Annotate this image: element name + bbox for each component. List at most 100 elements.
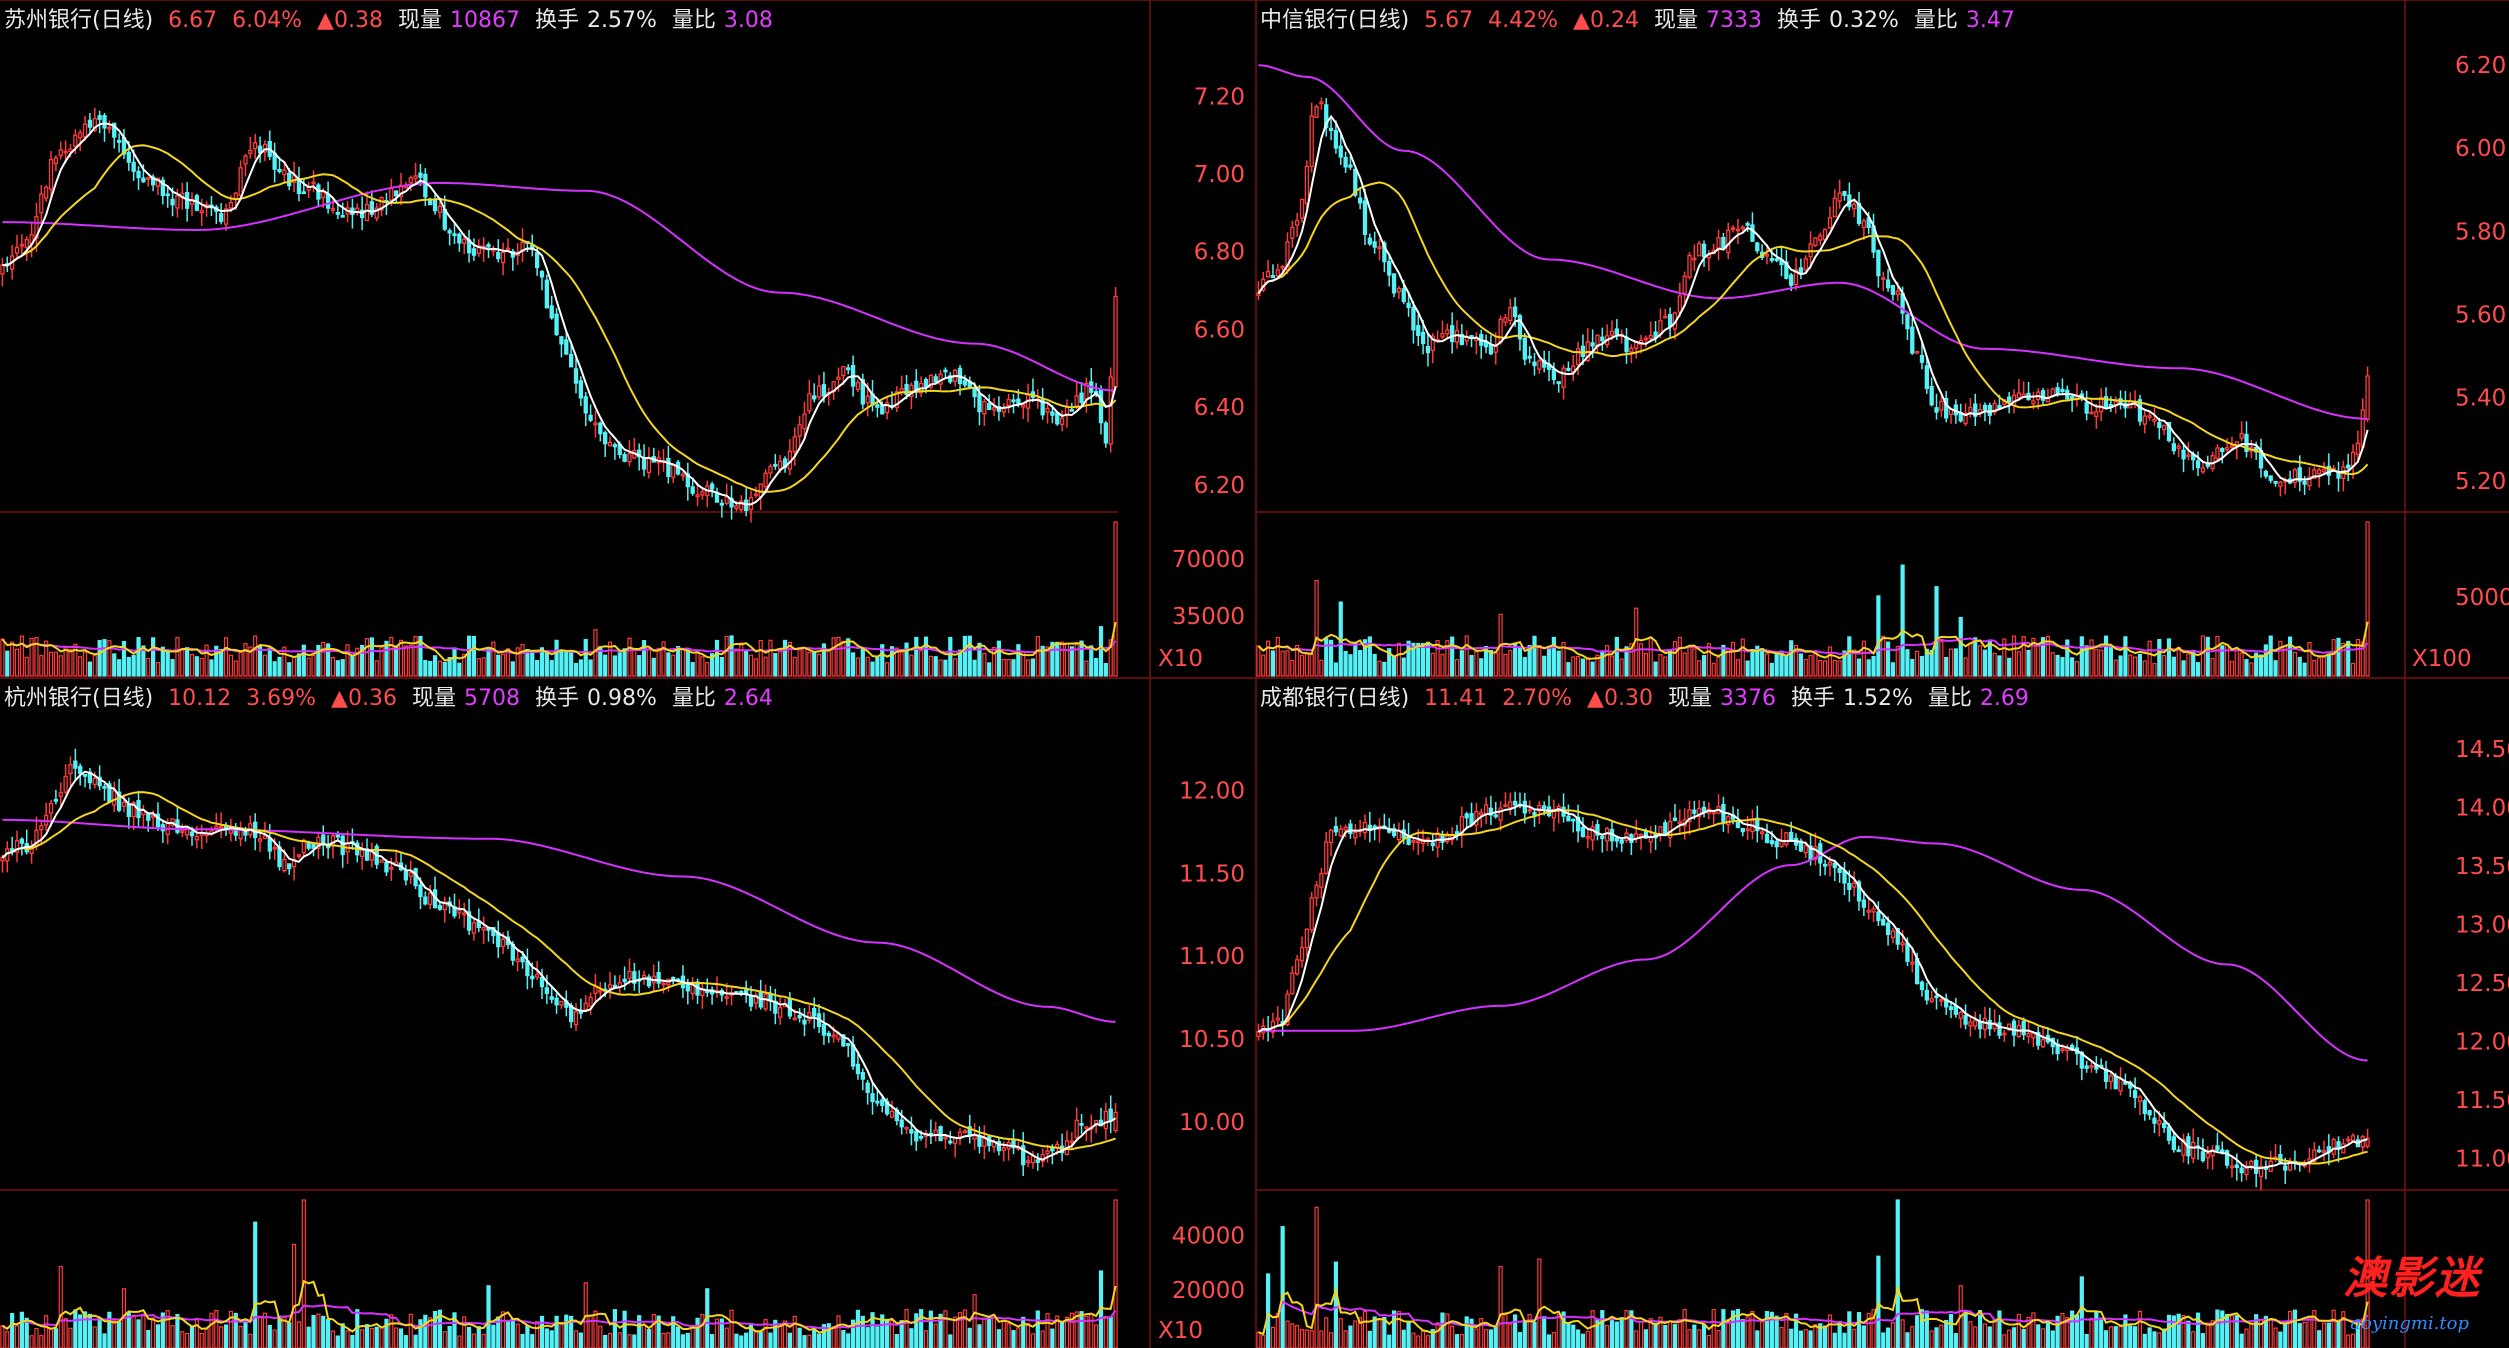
volume-bar <box>1871 655 1876 677</box>
ratio-value: 2.64 <box>723 686 773 711</box>
price-tick-label-right: 14.00 <box>2455 795 2509 821</box>
candle-body <box>325 193 331 209</box>
volume-bar <box>2099 1317 2104 1348</box>
volume-bar <box>2312 659 2317 677</box>
volume-bar <box>2128 1325 2133 1348</box>
volume-bar <box>1016 644 1021 677</box>
candle-body <box>598 422 603 435</box>
candle-body <box>389 187 394 201</box>
volume-bar <box>1011 659 1016 677</box>
volume-bar <box>1314 579 1319 677</box>
candle-body <box>2273 480 2278 484</box>
candle-body <box>812 1007 817 1017</box>
volume-bar <box>1706 1334 1711 1348</box>
volume-bar <box>2195 662 2201 677</box>
candle-body <box>1813 846 1818 860</box>
volume-label: 现量 <box>1653 8 1698 33</box>
candle-body <box>1789 831 1794 842</box>
volume-bar <box>78 1314 83 1348</box>
volume-bar <box>146 657 151 677</box>
volume-bar <box>24 1317 29 1348</box>
volume-bar <box>1944 656 1949 677</box>
volume-bar <box>447 657 452 677</box>
volume-bar <box>2263 644 2268 677</box>
volume-bar <box>1532 1321 1537 1348</box>
volume-bar <box>2031 637 2036 677</box>
candle-body <box>2157 422 2162 428</box>
candle-body <box>690 486 695 494</box>
volume-bar <box>2239 652 2244 677</box>
volume-bar <box>1059 1321 1065 1348</box>
candle-body <box>1430 842 1435 847</box>
candle-body <box>1113 295 1118 388</box>
volume-bar <box>1290 1323 1295 1348</box>
candle-body <box>1295 959 1300 975</box>
candle-body <box>1396 287 1402 293</box>
volume-bar <box>661 641 666 677</box>
volume-bar <box>1580 1333 1586 1348</box>
volume-bar <box>1493 1326 1498 1348</box>
candle-body <box>1556 381 1561 385</box>
stock-name[interactable]: 中信银行(日线) <box>1260 8 1410 33</box>
candle-body <box>1488 344 1494 355</box>
candle-body <box>2171 443 2176 452</box>
candle-body <box>549 996 554 1000</box>
volume-bar <box>2011 1327 2017 1348</box>
candle-body <box>700 491 705 496</box>
candle-body <box>267 837 272 852</box>
volume-bar <box>564 1314 569 1348</box>
candle-body <box>987 403 992 411</box>
candle-body <box>918 1135 924 1139</box>
panel-header-3: 杭州银行(日线) 10.12 3.69% ▲0.36 现量 5708 换手 0.98… <box>4 684 781 714</box>
candle-body <box>1537 360 1542 370</box>
volume-bar <box>666 1332 671 1348</box>
volume-bar <box>39 1334 44 1348</box>
candle-body <box>1944 398 1949 419</box>
volume-bar <box>126 1312 131 1348</box>
volume-bar <box>1677 636 1682 677</box>
candle-body <box>505 247 511 251</box>
candle-body <box>846 1043 851 1046</box>
volume-bar <box>44 640 49 677</box>
volume-bar <box>1982 1323 1988 1348</box>
candle-body <box>2234 1164 2239 1168</box>
price-tick-label: 7.00 <box>1194 162 1245 188</box>
candle-body <box>112 790 117 806</box>
stock-name[interactable]: 杭州银行(日线) <box>4 686 154 711</box>
volume-bar <box>773 652 778 677</box>
candle-body <box>150 815 156 818</box>
volume-bar <box>1542 1316 1547 1348</box>
volume-bar <box>1387 1334 1392 1348</box>
candle-body <box>14 840 20 853</box>
volume-bar <box>1760 1321 1765 1348</box>
candle-body <box>1285 241 1290 271</box>
volume-bar <box>2181 1314 2186 1348</box>
candle-body <box>2195 460 2201 469</box>
candle-body <box>1498 807 1503 821</box>
candle-body <box>685 983 690 992</box>
volume-bar <box>685 649 690 677</box>
candle-body <box>2079 1051 2084 1069</box>
stock-name[interactable]: 成都银行(日线) <box>1260 686 1410 711</box>
volume-bar <box>500 1311 506 1348</box>
volume-bar <box>452 1312 457 1348</box>
volume-bar <box>1367 636 1372 677</box>
candle-body <box>1813 237 1818 247</box>
candle-body <box>1910 326 1915 354</box>
candle-body <box>500 938 506 948</box>
volume-bar <box>1304 653 1309 677</box>
candle-body <box>214 825 219 829</box>
candle-body <box>379 859 384 863</box>
volume-bar <box>1299 1329 1305 1348</box>
volume-bar <box>116 659 122 677</box>
volume-bar <box>1382 661 1387 677</box>
candles <box>0 748 1118 1177</box>
volume-bar <box>2118 1326 2123 1348</box>
volume-bar <box>2065 1316 2070 1348</box>
candle-body <box>0 857 5 862</box>
stock-name[interactable]: 苏州银行(日线) <box>4 8 154 33</box>
volume-bar <box>1358 649 1363 677</box>
volume-bar <box>1575 1329 1581 1348</box>
volume-bar <box>1059 641 1065 677</box>
turnover-label: 换手 <box>1790 686 1835 711</box>
